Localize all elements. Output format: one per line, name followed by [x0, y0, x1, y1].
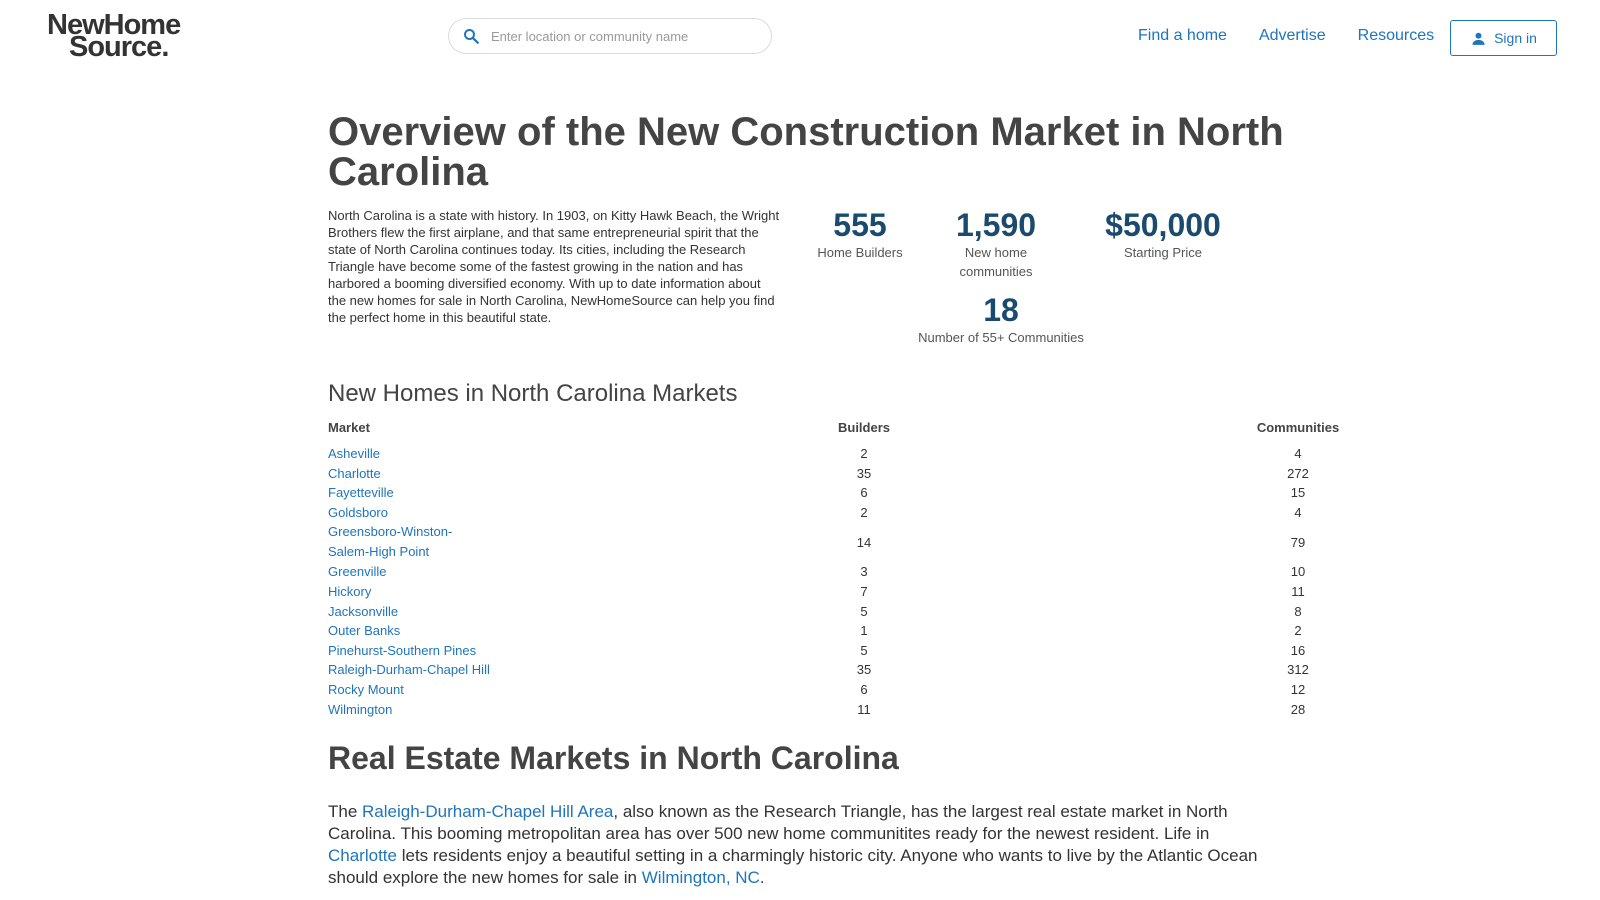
communities-count: 15	[1290, 485, 1306, 501]
logo-line1: NewHome	[47, 9, 181, 41]
table-row: Charlotte 35 272	[328, 464, 1418, 484]
outro-text: lets residents enjoy a beautiful setting…	[328, 846, 1258, 887]
real-estate-heading: Real Estate Markets in North Carolina	[328, 740, 899, 776]
table-row: Greensboro-Winston-Salem-High Point 14 79	[328, 522, 1418, 562]
table-row: Jacksonville 5 8	[328, 602, 1418, 622]
page-title: Overview of the New Construction Market …	[328, 110, 1284, 194]
builders-count: 2	[860, 446, 868, 461]
builders-count: 5	[860, 642, 868, 658]
nav-find-a-home[interactable]: Find a home	[1138, 27, 1227, 44]
communities-count: 272	[1287, 465, 1309, 481]
stat-label: Home Builders	[817, 245, 903, 260]
charlotte-link[interactable]: Charlotte	[328, 846, 397, 865]
nav-advertise[interactable]: Advertise	[1258, 27, 1326, 44]
table-row: Pinehurst-Southern Pines 5 16	[328, 641, 1418, 661]
builders-count: 14	[856, 534, 872, 550]
stat-new-home-communities: 1,590 New home communities	[931, 207, 1061, 281]
communities-count: 12	[1290, 681, 1306, 697]
table-header-row: Market Builders Communities	[328, 420, 1418, 444]
market-link[interactable]: Jacksonville	[328, 603, 399, 619]
table-row: Fayetteville 6 15	[328, 483, 1418, 503]
communities-count: 28	[1290, 701, 1306, 717]
market-link[interactable]: Rocky Mount	[328, 681, 404, 697]
builders-count: 35	[856, 465, 872, 481]
stats-panel: 555 Home Builders 1,590 New home communi…	[780, 207, 1260, 347]
person-icon	[1470, 30, 1487, 47]
intro-paragraph: North Carolina is a state with history. …	[328, 208, 780, 325]
table-row: Rocky Mount 6 12	[328, 680, 1418, 700]
site-logo[interactable]: NewHome Source.	[47, 9, 181, 63]
communities-count: 4	[1294, 504, 1302, 520]
stat-label: Starting Price	[1123, 245, 1203, 260]
builders-count: 1	[860, 623, 868, 639]
builders-count: 7	[860, 583, 868, 599]
market-link[interactable]: Wilmington	[328, 701, 393, 717]
builders-count: 3	[860, 564, 868, 580]
market-link[interactable]: Charlotte	[328, 465, 381, 481]
market-link[interactable]: Pinehurst-Southern Pines	[328, 642, 477, 658]
table-row: Raleigh-Durham-Chapel Hill 35 312	[328, 660, 1418, 680]
builders-count: 6	[860, 485, 868, 501]
market-link[interactable]: Raleigh-Durham-Chapel Hill	[328, 662, 490, 678]
table-row: Hickory 7 11	[328, 582, 1418, 602]
communities-count: 11	[1291, 583, 1305, 599]
communities-count: 10	[1290, 564, 1306, 580]
header-builders: Builders	[837, 420, 890, 435]
markets-heading: New Homes in North Carolina Markets	[328, 380, 738, 407]
overview-section: Overview of the New Construction Market …	[328, 112, 1288, 347]
builders-count: 6	[860, 681, 868, 697]
wilmington-link[interactable]: Wilmington, NC	[641, 868, 760, 887]
search-bar[interactable]	[448, 18, 772, 54]
raleigh-durham-link[interactable]: Raleigh-Durham-Chapel Hill Area	[362, 802, 614, 821]
outro-text: .	[759, 868, 765, 887]
builders-count: 35	[856, 662, 872, 678]
search-icon[interactable]	[460, 25, 482, 47]
stat-value: 555	[833, 207, 887, 243]
table-row: Greenville 3 10	[328, 562, 1418, 582]
market-link[interactable]: Asheville	[328, 446, 381, 461]
market-link[interactable]: Outer Banks	[328, 623, 401, 639]
communities-count: 312	[1287, 662, 1309, 678]
main-nav: Find a home Advertise Resources	[1138, 27, 1434, 45]
header-market: Market	[328, 420, 370, 435]
outro-text: The	[328, 802, 363, 821]
builders-count: 11	[857, 701, 871, 717]
nav-resources[interactable]: Resources	[1357, 27, 1435, 44]
communities-count: 8	[1294, 603, 1302, 619]
market-link[interactable]: Hickory	[328, 583, 372, 599]
stat-label: New home communities	[959, 245, 1033, 279]
stat-value: $50,000	[1105, 207, 1221, 243]
sign-in-button[interactable]: Sign in	[1450, 20, 1557, 56]
outro-text: , also known as the Research Triangle, h…	[328, 802, 1228, 843]
communities-count: 2	[1294, 623, 1302, 639]
communities-count: 16	[1290, 642, 1306, 658]
logo-line2: Source.	[69, 31, 169, 63]
table-row: Outer Banks 1 2	[328, 621, 1418, 641]
communities-count: 4	[1294, 446, 1302, 461]
header-communities: Communities	[1256, 420, 1340, 435]
markets-table-body: Asheville 2 4 Charlotte 35 272 Fayetteville 6 15…	[328, 444, 1418, 719]
sign-in-label: Sign in	[1494, 30, 1537, 46]
table-row: Wilmington 11 28	[328, 700, 1418, 720]
stat-label: Number of 55+ Communities	[918, 330, 1084, 345]
builders-count: 5	[860, 603, 868, 619]
market-link[interactable]: Greenville	[328, 564, 387, 580]
market-link[interactable]: Goldsboro	[328, 504, 388, 520]
stat-home-builders: 555 Home Builders	[780, 207, 940, 262]
markets-table: Market Builders Communities Asheville 2 4 C…	[328, 420, 1418, 719]
search-input[interactable]	[489, 27, 753, 45]
table-row: Asheville 2 4	[328, 444, 1418, 464]
real-estate-paragraph: The Raleigh-Durham-Chapel Hill Area, als…	[328, 801, 1283, 889]
builders-count: 2	[860, 504, 868, 520]
stat-55plus-communities: 18 Number of 55+ Communities	[881, 292, 1121, 347]
table-row: Goldsboro 2 4	[328, 503, 1418, 523]
stat-starting-price: $50,000 Starting Price	[1083, 207, 1243, 262]
stat-value: 18	[983, 292, 1019, 328]
market-link[interactable]: Fayetteville	[328, 485, 394, 501]
communities-count: 79	[1290, 534, 1306, 550]
stat-value: 1,590	[955, 207, 1037, 243]
market-link[interactable]: Greensboro-Winston-Salem-High Point	[328, 524, 453, 560]
